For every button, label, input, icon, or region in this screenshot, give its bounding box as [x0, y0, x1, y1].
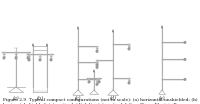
- Polygon shape: [96, 63, 98, 64]
- Polygon shape: [28, 54, 30, 55]
- Polygon shape: [27, 54, 29, 55]
- Polygon shape: [88, 78, 90, 79]
- Polygon shape: [128, 46, 130, 47]
- Circle shape: [39, 59, 41, 61]
- Polygon shape: [93, 69, 95, 72]
- Circle shape: [96, 67, 98, 68]
- Polygon shape: [3, 54, 5, 55]
- Polygon shape: [96, 48, 98, 49]
- Polygon shape: [98, 78, 100, 79]
- Circle shape: [15, 57, 17, 59]
- Polygon shape: [96, 81, 98, 82]
- Circle shape: [88, 81, 90, 83]
- Polygon shape: [96, 50, 98, 51]
- Text: (d): (d): [110, 96, 116, 101]
- Polygon shape: [96, 79, 98, 80]
- Polygon shape: [28, 58, 30, 59]
- Circle shape: [184, 79, 186, 80]
- Circle shape: [28, 59, 30, 61]
- Circle shape: [96, 64, 98, 66]
- Circle shape: [50, 59, 52, 61]
- Circle shape: [96, 51, 98, 52]
- Polygon shape: [3, 52, 5, 53]
- Polygon shape: [15, 54, 17, 55]
- Circle shape: [27, 57, 29, 59]
- Polygon shape: [39, 54, 41, 55]
- Circle shape: [184, 59, 186, 60]
- Polygon shape: [128, 47, 130, 48]
- Polygon shape: [3, 56, 5, 57]
- Polygon shape: [112, 30, 114, 32]
- Text: (e): (e): [159, 96, 165, 101]
- Polygon shape: [128, 80, 130, 81]
- Polygon shape: [98, 81, 100, 82]
- Polygon shape: [88, 81, 90, 82]
- Polygon shape: [46, 43, 48, 46]
- Text: Figure 2.9  Typical compact configurations (not to scale): (a) horizontal unshie: Figure 2.9 Typical compact configuration…: [3, 98, 200, 104]
- Polygon shape: [128, 78, 130, 79]
- Polygon shape: [27, 52, 29, 53]
- Polygon shape: [96, 64, 98, 65]
- Text: (a): (a): [13, 96, 19, 101]
- Polygon shape: [96, 60, 98, 61]
- Polygon shape: [50, 56, 52, 57]
- Circle shape: [128, 82, 130, 84]
- Polygon shape: [96, 62, 98, 63]
- Circle shape: [96, 84, 98, 85]
- Circle shape: [184, 42, 186, 43]
- Polygon shape: [32, 43, 34, 46]
- Polygon shape: [88, 79, 90, 80]
- Text: (b): (b): [37, 96, 43, 101]
- Polygon shape: [50, 58, 52, 59]
- Polygon shape: [77, 27, 79, 29]
- Polygon shape: [15, 52, 17, 53]
- Circle shape: [98, 81, 100, 83]
- Text: (c): (c): [75, 96, 81, 101]
- Polygon shape: [161, 25, 163, 28]
- Polygon shape: [96, 83, 98, 84]
- Polygon shape: [128, 44, 130, 45]
- Polygon shape: [128, 81, 130, 82]
- Polygon shape: [96, 46, 98, 47]
- Polygon shape: [27, 56, 29, 57]
- Polygon shape: [96, 62, 98, 63]
- Polygon shape: [28, 56, 30, 57]
- Polygon shape: [15, 56, 17, 57]
- Circle shape: [128, 48, 130, 50]
- Polygon shape: [50, 54, 52, 55]
- Polygon shape: [39, 56, 41, 57]
- Polygon shape: [96, 66, 98, 67]
- Polygon shape: [98, 79, 100, 80]
- Polygon shape: [39, 58, 41, 59]
- Circle shape: [3, 57, 5, 59]
